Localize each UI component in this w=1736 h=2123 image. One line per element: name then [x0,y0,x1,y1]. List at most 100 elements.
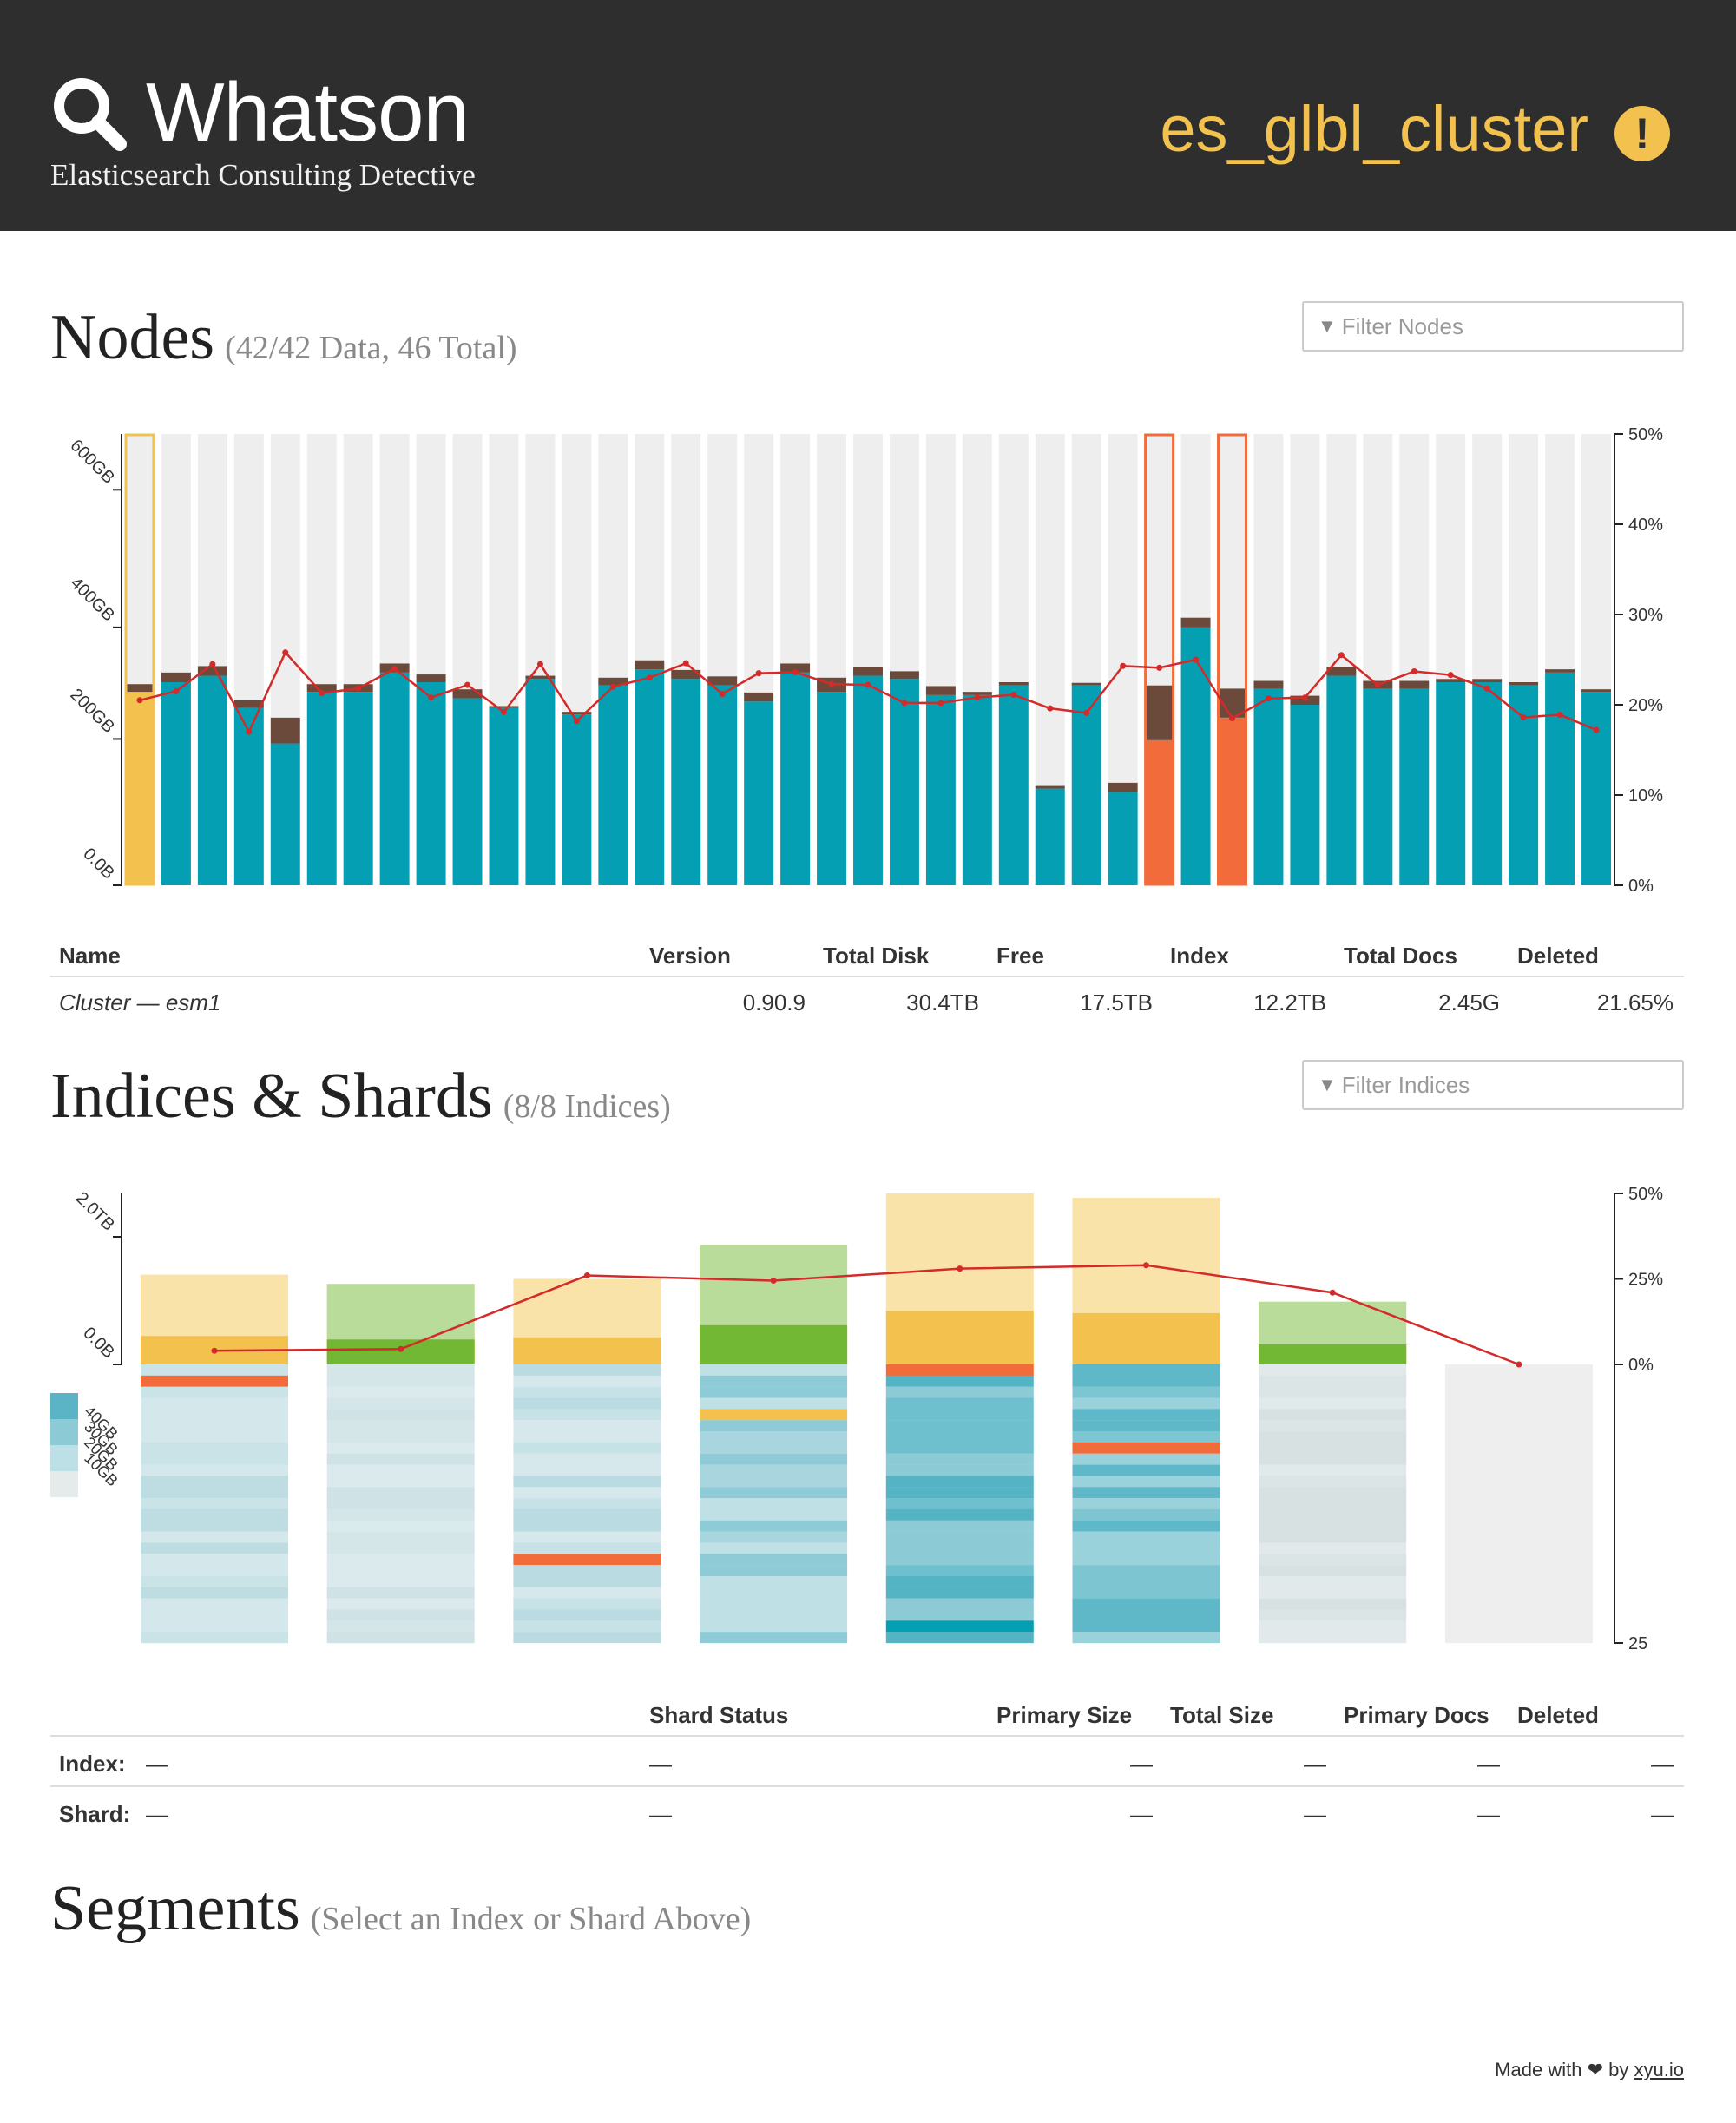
deleted-pct-point[interactable] [1143,1262,1149,1269]
node-other-bar[interactable] [598,677,628,686]
shard-cell[interactable] [700,1565,848,1577]
shard-cell[interactable] [1072,1508,1220,1521]
shard-cell[interactable] [1444,1575,1593,1587]
shard-cell[interactable] [513,1397,661,1410]
deleted-pct-point[interactable] [464,681,471,688]
shard-cell[interactable] [885,1632,1034,1644]
shard-cell[interactable] [326,1554,475,1566]
node-index-bar[interactable] [1436,682,1466,885]
shard-cell[interactable] [326,1464,475,1476]
node-other-bar[interactable] [233,700,264,708]
node-index-bar[interactable] [1108,792,1138,885]
cluster-row-name[interactable]: Cluster — esm1 [59,989,220,1016]
shard-cell[interactable] [141,1420,288,1432]
node-bar[interactable] [707,434,738,885]
shard-cell[interactable] [700,1575,848,1587]
node-index-bar[interactable] [889,679,919,885]
shard-cell[interactable] [1444,1609,1593,1621]
shard-cell[interactable] [700,1620,848,1633]
col-name[interactable]: Name [59,943,121,969]
node-bar[interactable] [1363,434,1393,885]
node-bar[interactable] [1035,434,1065,885]
deleted-pct-point[interactable] [1010,692,1017,699]
node-other-bar[interactable] [452,689,483,699]
node-index-bar[interactable] [452,698,483,885]
deleted-pct-point[interactable] [682,660,689,667]
shard-cell[interactable] [1444,1498,1593,1510]
shard-cell[interactable] [1259,1632,1407,1644]
shard-cell[interactable] [700,1498,848,1510]
node-bar[interactable] [1545,434,1575,885]
shard-cell[interactable] [1072,1587,1220,1599]
shard-cell[interactable] [326,1632,475,1644]
shard-cell[interactable] [1072,1431,1220,1443]
node-bar[interactable] [1436,434,1466,885]
node-bar[interactable] [562,434,592,885]
shard-cell[interactable] [141,1409,288,1421]
alert-icon[interactable]: ! [1614,106,1670,161]
node-index-bar[interactable] [925,694,956,885]
node-index-bar[interactable] [1217,717,1247,885]
node-other-bar[interactable] [525,675,556,680]
node-other-bar[interactable] [1108,782,1138,792]
shard-cell[interactable] [1072,1397,1220,1410]
node-bar[interactable] [1144,433,1175,886]
deleted-pct-point[interactable] [211,1347,218,1354]
node-other-bar[interactable] [635,660,665,670]
node-index-bar[interactable] [1071,685,1101,885]
shard-cell[interactable] [141,1632,288,1644]
node-other-bar[interactable] [197,666,227,676]
col-shard-status[interactable]: Shard Status [649,1702,789,1728]
shard-cell[interactable] [1072,1498,1220,1510]
shard-cell[interactable] [141,1364,288,1376]
node-other-bar[interactable] [489,706,519,708]
shard-cell[interactable] [1444,1587,1593,1599]
node-other-bar[interactable] [853,667,883,676]
shard-cell[interactable] [1444,1598,1593,1610]
shard-cell[interactable] [885,1531,1034,1543]
shard-cell[interactable] [885,1609,1034,1621]
col-version[interactable]: Version [649,943,731,969]
shard-cell[interactable] [700,1598,848,1610]
shard-cell[interactable] [700,1386,848,1398]
deleted-pct-point[interactable] [828,680,835,687]
node-other-bar[interactable] [671,669,701,680]
deleted-pct-point[interactable] [209,661,216,667]
node-other-bar[interactable] [416,674,446,682]
shard-cell[interactable] [700,1487,848,1499]
node-other-bar[interactable] [1545,669,1575,673]
node-index-bar[interactable] [562,714,592,885]
deleted-pct-point[interactable] [1556,711,1563,718]
shard-cell[interactable] [1259,1620,1407,1633]
shard-cell[interactable] [513,1364,661,1376]
shard-cell[interactable] [700,1375,848,1387]
shard-cell[interactable] [326,1542,475,1554]
shard-cell[interactable] [885,1498,1034,1510]
index-column[interactable] [1259,1301,1407,1644]
node-bar[interactable] [1071,434,1101,885]
shard-cell[interactable] [326,1442,475,1454]
node-index-bar[interactable] [343,692,373,885]
shard-cell[interactable] [885,1508,1034,1521]
shard-cell[interactable] [700,1476,848,1488]
node-bar[interactable] [489,434,519,885]
shard-cell[interactable] [1072,1609,1220,1621]
deleted-pct-point[interactable] [536,661,543,667]
deleted-pct-point[interactable] [1329,1289,1336,1296]
shard-cell[interactable] [700,1464,848,1476]
shard-cell[interactable] [885,1487,1034,1499]
node-index-bar[interactable] [306,692,337,885]
node-index-bar[interactable] [671,679,701,885]
deleted-pct-point[interactable] [865,681,871,688]
shard-cell[interactable] [326,1386,475,1398]
shard-cell[interactable] [700,1609,848,1621]
shard-cell[interactable] [1259,1375,1407,1387]
shard-cell[interactable] [513,1632,661,1644]
shard-cell[interactable] [1259,1453,1407,1465]
node-index-bar[interactable] [1581,692,1611,885]
shard-cell[interactable] [141,1375,288,1387]
shard-cell[interactable] [141,1442,288,1454]
shard-cell[interactable] [885,1442,1034,1454]
deleted-pct-point[interactable] [1120,662,1127,669]
node-other-bar[interactable] [1253,680,1284,689]
